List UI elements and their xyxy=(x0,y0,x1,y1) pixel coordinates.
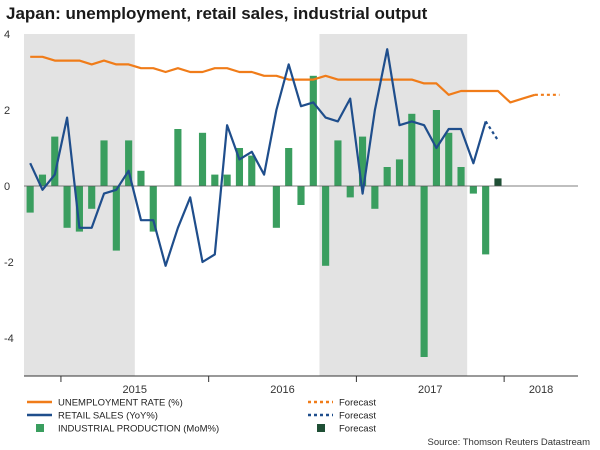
industrial-production-bar xyxy=(309,75,317,186)
industrial-production-bar xyxy=(346,186,354,198)
series-lines xyxy=(29,48,560,267)
y-tick-label: 4 xyxy=(4,29,10,41)
industrial-production-bar xyxy=(100,140,108,186)
x-tick-label: 2017 xyxy=(418,384,442,396)
x-axis: 2015 2016 2017 2018 xyxy=(24,375,578,396)
chart-title: Japan: unemployment, retail sales, indus… xyxy=(6,4,428,23)
retail-sales-forecast-line xyxy=(484,120,499,141)
industrial-production-bar xyxy=(334,140,342,186)
industrial-production-bar xyxy=(88,186,96,209)
y-tick-label: 0 xyxy=(4,181,10,193)
industrial-production-bar xyxy=(198,132,207,186)
industrial-production-bar xyxy=(371,186,379,209)
industrial-production-bar xyxy=(211,174,219,186)
industrial-production-bar xyxy=(149,186,157,232)
unemployment-rate-forecast-legend-label: Forecast xyxy=(339,398,376,409)
industrial-production-bar xyxy=(395,159,404,186)
industrial-production-bar xyxy=(26,186,34,213)
industrial-production-bar xyxy=(112,186,120,251)
y-tick-label: 2 xyxy=(4,105,10,117)
industrial-production-bar xyxy=(75,186,83,232)
industrial-production-bar xyxy=(51,136,59,186)
retail-sales-forecast-legend-label: Forecast xyxy=(339,411,376,422)
industrial-production-bar xyxy=(408,113,416,186)
industrial-production-forecast-legend-label: Forecast xyxy=(339,424,376,435)
unemployment-rate-legend-label: UNEMPLOYMENT RATE (%) xyxy=(58,398,183,409)
industrial-production-bar xyxy=(285,148,293,186)
industrial-production-forecast-legend-swatch xyxy=(317,424,325,432)
industrial-production-bar xyxy=(358,136,367,186)
industrial-production-legend-swatch xyxy=(36,424,44,432)
industrial-production-forecast-bar xyxy=(494,178,502,186)
industrial-production-bar xyxy=(297,186,305,205)
legend: UNEMPLOYMENT RATE (%) Forecast RETAIL SALE… xyxy=(27,398,376,435)
industrial-production-bar xyxy=(482,186,490,255)
industrial-production-bar xyxy=(125,140,133,186)
x-tick-label: 2016 xyxy=(270,384,294,396)
industrial-production-bar xyxy=(38,174,47,186)
x-tick-label: 2015 xyxy=(123,384,147,396)
industrial-production-bar xyxy=(63,186,71,228)
industrial-production-bar xyxy=(322,186,330,266)
industrial-production-bar xyxy=(137,170,145,186)
y-tick-label: -4 xyxy=(4,333,14,345)
source-note: Source: Thomson Reuters Datastream xyxy=(428,437,591,448)
industrial-production-bar xyxy=(420,186,428,357)
industrial-production-bars xyxy=(26,75,502,357)
industrial-production-legend-label: INDUSTRIAL PRODUCTION (MoM%) xyxy=(58,424,219,435)
retail-sales-legend-label: RETAIL SALES (YoY%) xyxy=(58,411,158,422)
retail-sales-line xyxy=(29,48,487,267)
industrial-production-bar xyxy=(383,167,391,186)
industrial-production-bar xyxy=(445,132,453,186)
industrial-production-bar xyxy=(248,155,256,186)
industrial-production-bar xyxy=(457,167,465,186)
industrial-production-bar xyxy=(174,129,182,186)
industrial-production-bar xyxy=(469,186,477,194)
industrial-production-bar xyxy=(223,174,231,186)
x-tick-label: 2018 xyxy=(529,384,553,396)
industrial-production-bar xyxy=(272,186,280,228)
y-tick-label: -2 xyxy=(4,257,14,269)
industrial-production-bar xyxy=(235,148,244,186)
y-axis: 4 2 0 -2 -4 xyxy=(4,29,14,345)
unemployment-rate-line xyxy=(30,55,536,104)
